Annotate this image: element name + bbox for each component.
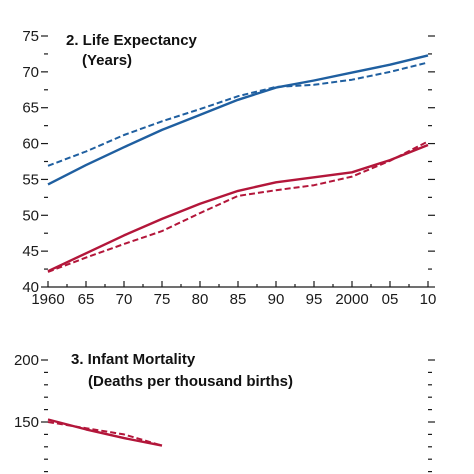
y-tick-label: 60	[22, 136, 39, 153]
x-tick-label: 90	[268, 291, 285, 308]
series-line-1	[47, 54, 429, 186]
life-expectancy-panel: 40 45 50 55 60 65 70 75 1960 65 70 75 80 85 90 95 2000 05…	[22, 28, 436, 308]
y-tick-label: 70	[22, 64, 39, 81]
y-tick-label: 65	[22, 100, 39, 117]
x-tick-label: 2000	[335, 291, 368, 308]
y-tick-label: 50	[22, 207, 39, 224]
x-tick-label: 65	[78, 291, 95, 308]
y-tick-label: 55	[22, 171, 39, 188]
x-tick-label: 75	[154, 291, 171, 308]
x-tick-label: 85	[230, 291, 247, 308]
x-tick-label: 10	[420, 291, 437, 308]
infant-mortality-panel: 150 200 3. Infant Mortality (Deaths per tho…	[14, 351, 435, 473]
y-tick-label: 45	[22, 243, 39, 260]
x-tick-label: 80	[192, 291, 209, 308]
x-tick-label: 05	[382, 291, 399, 308]
series-line-3	[47, 143, 429, 273]
series-line-2	[47, 61, 429, 167]
chart-subtitle: (Years)	[82, 52, 132, 69]
series-line-2	[47, 421, 163, 447]
x-tick-label: 95	[306, 291, 323, 308]
y-tick-label: 40	[22, 279, 39, 296]
series-line-1	[47, 418, 163, 447]
series-line-4	[47, 140, 429, 273]
y-tick-label: 150	[14, 414, 39, 431]
y-tick-label: 75	[22, 28, 39, 45]
x-tick-label: 1960	[31, 291, 64, 308]
y-tick-label: 200	[14, 352, 39, 369]
chart-subtitle: (Deaths per thousand births)	[88, 373, 293, 390]
x-tick-label: 70	[116, 291, 133, 308]
chart-title: 3. Infant Mortality	[71, 351, 196, 368]
chart-title: 2. Life Expectancy	[66, 32, 198, 49]
